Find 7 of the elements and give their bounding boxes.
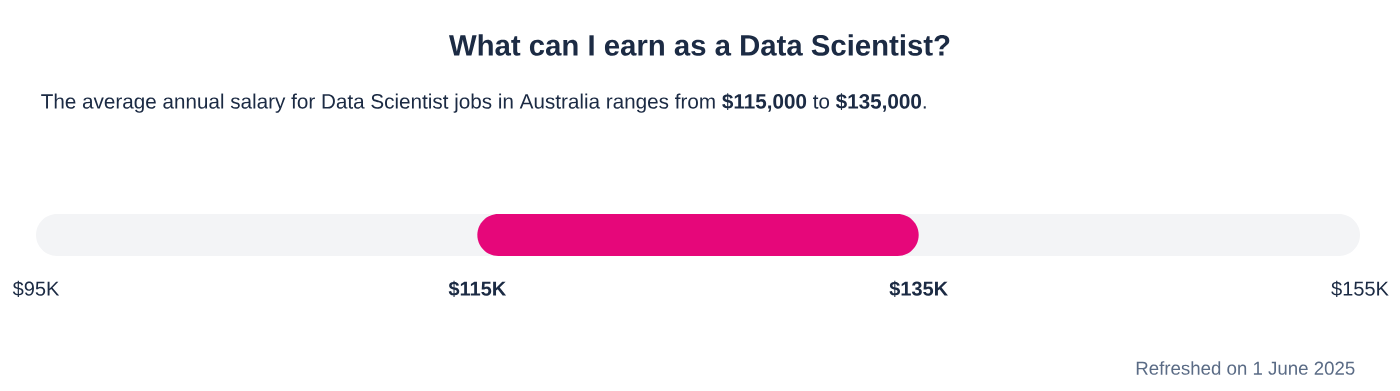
text: Refreshed on 1 June 2025: [1136, 361, 1355, 375]
chart-subtitle: The average annual salary for Data Scientist jobs in Australia ranges from $115,000 to $135,000.: [41, 93, 926, 113]
x-tick-label: $95K: [12, 280, 60, 297]
x-tick-label: $115K: [448, 280, 507, 298]
chart-title: What can I earn as a Data Scientist?: [448, 34, 950, 56]
x-tick-label: $155K: [1331, 280, 1389, 297]
x-tick-label: $135K: [889, 280, 948, 298]
